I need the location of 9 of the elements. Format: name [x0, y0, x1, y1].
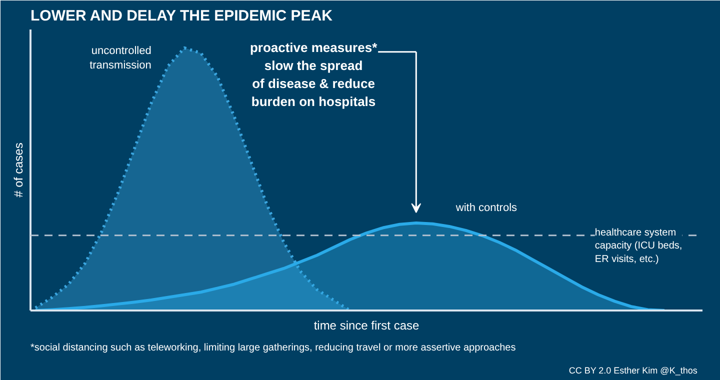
- x-axis-title: time since first case: [314, 318, 420, 332]
- text: *social distancing such as teleworking, limiting large gatherings, reducing travel or more assertive approaches: [30, 342, 516, 354]
- annotation: proactive measures* slow the spread of disease & reduce burden on hospitals: [250, 40, 378, 110]
- series-label: with controls: [454, 202, 518, 214]
- text: CC BY 2.0 Esther Kim @K_thos: [568, 366, 698, 376]
- y-axis-title: # of cases: [12, 142, 26, 198]
- chart-title: LOWER AND DELAY THE EPIDEMIC PEAK: [30, 8, 333, 24]
- ref-line-label: healthcare system capacity (ICU beds, ER visits, etc.): [594, 227, 682, 265]
- series-label: uncontrolled transmission: [90, 45, 152, 72]
